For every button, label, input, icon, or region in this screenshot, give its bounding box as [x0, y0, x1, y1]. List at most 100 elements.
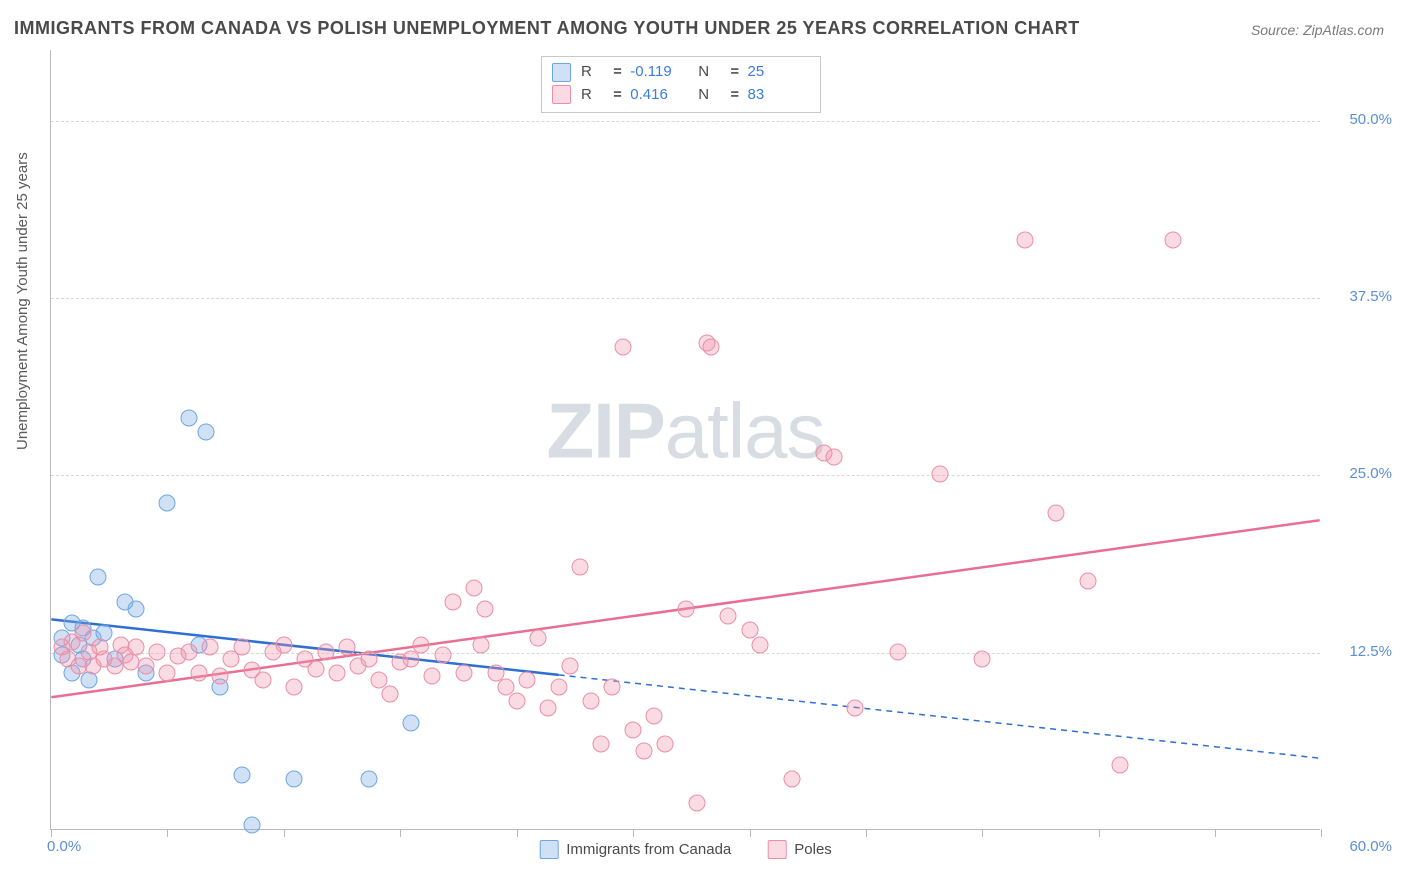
scatter-point: [752, 636, 769, 653]
watermark-light: atlas: [665, 386, 825, 474]
source-link[interactable]: ZipAtlas.com: [1303, 22, 1384, 38]
scatter-point: [476, 601, 493, 618]
n-label-1: N: [698, 61, 726, 84]
x-tick: [982, 829, 983, 837]
r-label-2: R: [581, 84, 609, 107]
x-origin-label: 0.0%: [47, 838, 81, 855]
n-value-2: 83: [748, 84, 806, 107]
x-tick: [167, 829, 168, 837]
scatter-point: [286, 771, 303, 788]
grid-line: [51, 298, 1320, 299]
scatter-point: [360, 650, 377, 667]
scatter-point: [233, 639, 250, 656]
scatter-point: [201, 639, 218, 656]
swatch-series-1: [552, 63, 571, 82]
source-prefix: Source:: [1251, 22, 1303, 38]
scatter-point: [127, 601, 144, 618]
scatter-point: [212, 667, 229, 684]
x-axis-legend: Immigrants from Canada Poles: [539, 840, 832, 859]
x-tick: [750, 829, 751, 837]
scatter-point: [1164, 232, 1181, 249]
scatter-point: [381, 686, 398, 703]
scatter-point: [1080, 572, 1097, 589]
legend-label-1: Immigrants from Canada: [566, 841, 731, 858]
watermark: ZIPatlas: [546, 385, 824, 476]
scatter-point: [572, 558, 589, 575]
plot-area: ZIPatlas R = -0.119 N = 25 R = 0.416 N =…: [50, 50, 1320, 830]
watermark-bold: ZIP: [546, 386, 664, 474]
x-tick: [1099, 829, 1100, 837]
scatter-point: [244, 816, 261, 833]
x-tick: [1321, 829, 1322, 837]
scatter-point: [339, 639, 356, 656]
n-value-1: 25: [748, 61, 806, 84]
scatter-point: [197, 423, 214, 440]
x-tick: [633, 829, 634, 837]
scatter-point: [328, 665, 345, 682]
scatter-point: [275, 636, 292, 653]
scatter-point: [678, 601, 695, 618]
scatter-point: [561, 657, 578, 674]
scatter-point: [1111, 757, 1128, 774]
scatter-point: [826, 449, 843, 466]
chart-title: IMMIGRANTS FROM CANADA VS POLISH UNEMPLO…: [14, 18, 1080, 39]
scatter-point: [445, 594, 462, 611]
y-tick-label: 50.0%: [1332, 111, 1392, 128]
scatter-point: [656, 735, 673, 752]
scatter-point: [635, 743, 652, 760]
scatter-point: [593, 735, 610, 752]
scatter-point: [254, 672, 271, 689]
scatter-point: [582, 693, 599, 710]
x-tick: [517, 829, 518, 837]
r-value-2: 0.416: [630, 84, 688, 107]
scatter-point: [625, 721, 642, 738]
grid-line: [51, 475, 1320, 476]
scatter-point: [180, 643, 197, 660]
n-label-2: N: [698, 84, 726, 107]
scatter-point: [1048, 504, 1065, 521]
scatter-point: [466, 579, 483, 596]
scatter-point: [1016, 232, 1033, 249]
scatter-point: [540, 700, 557, 717]
scatter-point: [847, 700, 864, 717]
scatter-point: [148, 643, 165, 660]
legend-item-1: Immigrants from Canada: [539, 840, 731, 859]
scatter-point: [413, 636, 430, 653]
grid-line: [51, 121, 1320, 122]
scatter-point: [614, 338, 631, 355]
scatter-point: [89, 568, 106, 585]
scatter-point: [318, 643, 335, 660]
scatter-point: [233, 767, 250, 784]
scatter-point: [932, 466, 949, 483]
x-tick: [866, 829, 867, 837]
swatch-legend-2: [767, 840, 786, 859]
scatter-point: [974, 650, 991, 667]
y-tick-label: 12.5%: [1332, 643, 1392, 660]
swatch-series-2: [552, 85, 571, 104]
scatter-point: [783, 771, 800, 788]
scatter-point: [127, 639, 144, 656]
y-axis-label: Unemployment Among Youth under 25 years: [14, 152, 31, 450]
source-credit: Source: ZipAtlas.com: [1251, 22, 1384, 38]
scatter-point: [74, 625, 91, 642]
scatter-point: [159, 665, 176, 682]
stats-row-1: R = -0.119 N = 25: [552, 61, 806, 84]
scatter-point: [455, 665, 472, 682]
scatter-point: [720, 608, 737, 625]
r-label-1: R: [581, 61, 609, 84]
x-tick: [400, 829, 401, 837]
scatter-point: [159, 494, 176, 511]
y-tick-label: 25.0%: [1332, 465, 1392, 482]
scatter-point: [519, 672, 536, 689]
scatter-point: [138, 657, 155, 674]
scatter-point: [603, 679, 620, 696]
swatch-legend-1: [539, 840, 558, 859]
scatter-point: [402, 650, 419, 667]
stats-row-2: R = 0.416 N = 83: [552, 84, 806, 107]
scatter-point: [191, 665, 208, 682]
x-max-label: 60.0%: [1349, 838, 1392, 855]
trend-lines-svg: [51, 50, 1320, 829]
scatter-point: [529, 629, 546, 646]
y-tick-label: 37.5%: [1332, 288, 1392, 305]
scatter-point: [688, 795, 705, 812]
